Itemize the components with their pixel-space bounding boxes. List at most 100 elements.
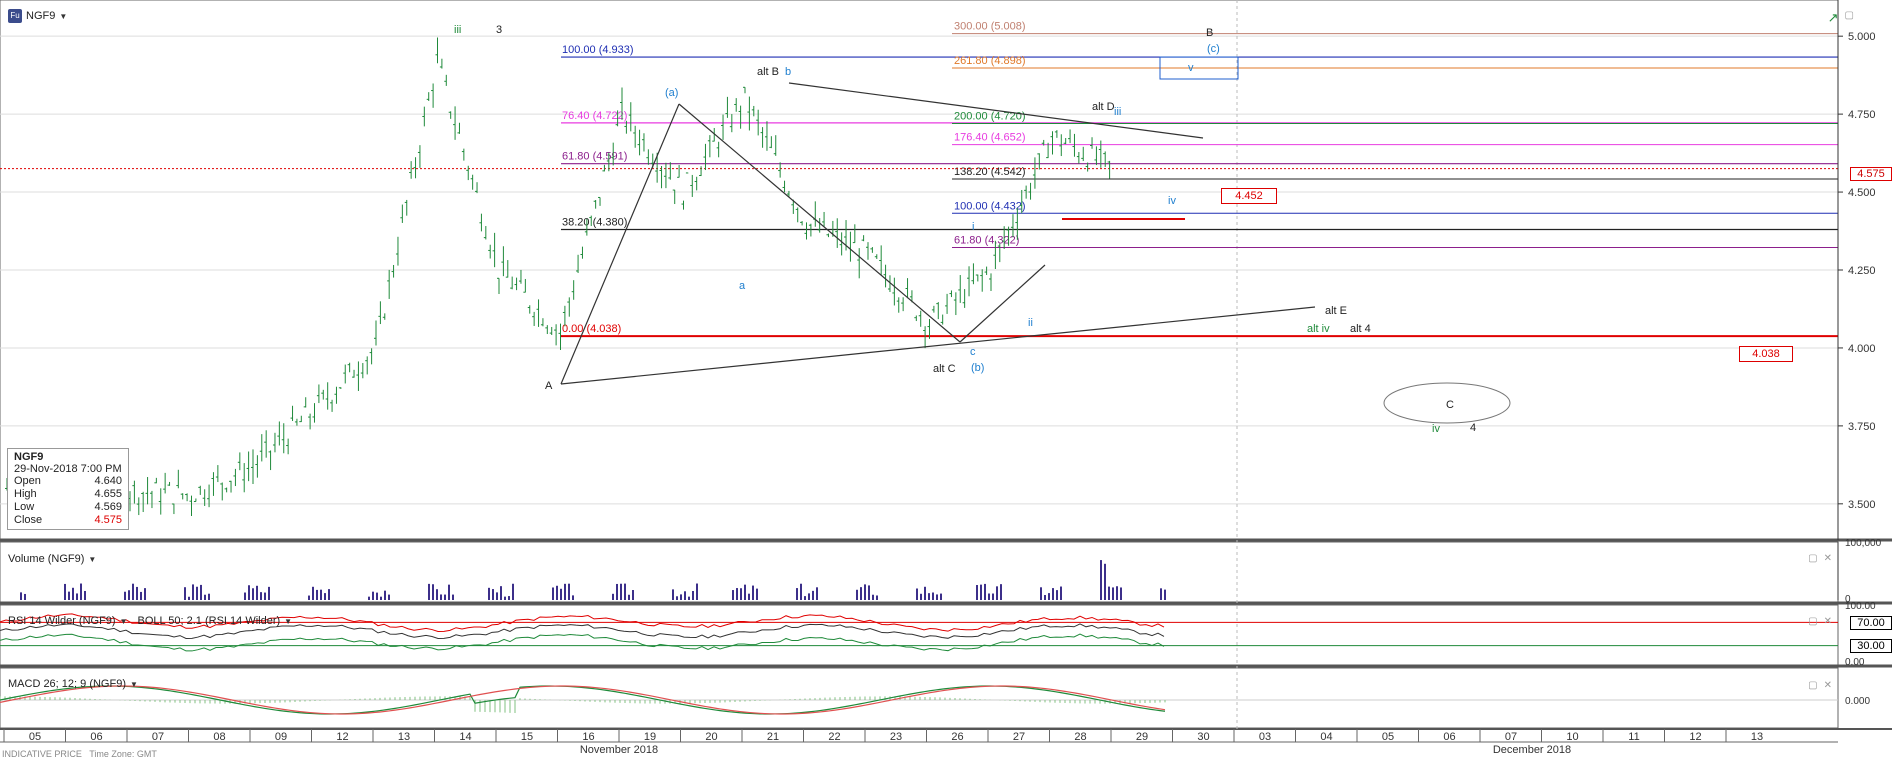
- wave-label: (a): [665, 87, 678, 99]
- volume-bar: [992, 593, 994, 600]
- rsi-pane-controls: ▢ ✕: [1808, 616, 1832, 627]
- chevron-down-icon[interactable]: ▼: [88, 554, 97, 564]
- month-label: December 2018: [1493, 744, 1571, 756]
- restore-icon[interactable]: ▢: [1808, 553, 1818, 564]
- volume-bar: [84, 590, 86, 600]
- symbol-header[interactable]: Fu NGF9 ▼: [8, 9, 67, 23]
- rsi-pane-header[interactable]: RSI 14 Wilder (NGF9) ▼ BOLL 50; 2.1 (RSI…: [8, 615, 292, 627]
- volume-bar: [816, 587, 818, 600]
- chevron-down-icon[interactable]: ▼: [129, 679, 138, 689]
- volume-bar: [388, 594, 390, 600]
- close-icon[interactable]: ✕: [1823, 553, 1832, 564]
- target-box: [1159, 56, 1239, 80]
- volume-bar: [932, 592, 934, 600]
- x-tick-label: 19: [644, 731, 656, 743]
- volume-bar: [808, 593, 810, 600]
- restore-icon[interactable]: ▢: [1808, 616, 1818, 627]
- restore-icon[interactable]: ▢: [1844, 10, 1854, 21]
- fib-label-right: 61.80 (4.322): [954, 235, 1019, 247]
- fib-label-right: 100.00 (4.432): [954, 200, 1026, 212]
- macd-pane: 0.000: [0, 685, 1870, 715]
- volume-bar: [128, 590, 130, 600]
- volume-bar: [1164, 589, 1166, 600]
- wave-label: C: [1446, 399, 1454, 411]
- fib-label-right: 261.80 (4.898): [954, 55, 1026, 67]
- volume-bar: [136, 586, 138, 600]
- ohlc-row-high: High 4.655: [14, 488, 122, 501]
- ohlc-datetime: 29-Nov-2018 7:00 PM: [14, 463, 122, 475]
- volume-bar: [512, 583, 514, 600]
- volume-bar: [812, 590, 814, 600]
- chevron-down-icon[interactable]: ▼: [59, 11, 68, 21]
- volume-bar: [500, 586, 502, 600]
- macd-tick-label: 0.000: [1845, 696, 1870, 707]
- volume-bar: [620, 583, 622, 600]
- wave-label: 4: [1470, 422, 1476, 434]
- x-tick-label: 16: [582, 731, 594, 743]
- volume-bar: [1116, 586, 1118, 600]
- volume-bar: [940, 593, 942, 600]
- volume-pane: 100,000 0: [20, 538, 1882, 605]
- trend-line: [959, 264, 1046, 343]
- rsi-70-tag: 70.00: [1850, 616, 1892, 630]
- rsi-line: [0, 623, 1165, 640]
- volume-bar: [1056, 590, 1058, 600]
- volume-bar: [996, 586, 998, 600]
- volume-bar: [552, 587, 554, 600]
- wave-label: iii: [1114, 106, 1121, 118]
- close-icon[interactable]: ✕: [1823, 680, 1832, 691]
- volume-bar: [452, 594, 454, 600]
- volume-tick-label: 0: [1845, 594, 1851, 605]
- volume-bar: [984, 583, 986, 600]
- y-tick-label: 4.000: [1848, 343, 1876, 355]
- x-tick-label: 14: [459, 731, 471, 743]
- wave-label: alt C: [933, 363, 956, 375]
- x-tick-label: 20: [705, 731, 717, 743]
- volume-bar: [976, 585, 978, 600]
- fib-label-left: 100.00 (4.933): [562, 44, 634, 56]
- fib-label-right: 300.00 (5.008): [954, 21, 1026, 33]
- wave-label: b: [785, 66, 791, 78]
- volume-pane-header[interactable]: Volume (NGF9) ▼: [8, 553, 96, 565]
- macd-pane-header[interactable]: MACD 26; 12; 9 (NGF9) ▼: [8, 678, 138, 690]
- fib-label-right: 138.20 (4.542): [954, 166, 1026, 178]
- volume-bar: [380, 596, 382, 600]
- x-tick-label: 12: [336, 731, 348, 743]
- volume-bar: [928, 593, 930, 600]
- volume-bar: [368, 596, 370, 600]
- date-axis[interactable]: 05 06 07 08 09 12 13 14 15 16 19 20 21 22 23 26 27 28 29 30…: [0, 729, 1838, 756]
- pane-frame: [0, 604, 1839, 666]
- close-icon[interactable]: ✕: [1823, 616, 1832, 627]
- rsi-30-tag: 30.00: [1850, 639, 1892, 653]
- volume-bar: [740, 588, 742, 600]
- volume-bar: [320, 589, 322, 600]
- volume-bar: [188, 596, 190, 600]
- volume-bar: [184, 587, 186, 600]
- volume-bar: [316, 589, 318, 600]
- x-tick-label: 27: [1013, 731, 1025, 743]
- volume-bar: [612, 593, 614, 600]
- volume-bar: [696, 583, 698, 600]
- boll-upper-line: [0, 613, 1165, 633]
- futures-badge: Fu: [8, 9, 22, 23]
- price-axis[interactable]: 5.000 4.750 4.500 4.250 4.000 3.750 3.500: [1837, 0, 1876, 540]
- wave-label: a: [739, 280, 746, 292]
- wave-label: alt E: [1325, 305, 1347, 317]
- price-pane-controls: ↗ ▢: [1828, 10, 1854, 26]
- ohlc-value: 4.655: [94, 488, 122, 500]
- pane-frame: [0, 541, 1839, 603]
- volume-bar: [564, 583, 566, 600]
- x-tick-label: 22: [828, 731, 840, 743]
- volume-bar: [124, 591, 126, 600]
- wave-label: 3: [496, 24, 502, 36]
- chevron-down-icon[interactable]: ▼: [119, 616, 128, 626]
- volume-bar: [496, 592, 498, 600]
- volume-bar: [988, 593, 990, 600]
- indicative-price-label: INDICATIVE PRICE: [2, 749, 82, 759]
- chevron-down-icon[interactable]: ▼: [284, 616, 293, 626]
- volume-bar: [1120, 587, 1122, 600]
- volume-bar: [924, 586, 926, 600]
- restore-icon[interactable]: ▢: [1808, 680, 1818, 691]
- x-tick-label: 12: [1689, 731, 1701, 743]
- trend-icon[interactable]: ↗: [1827, 10, 1839, 25]
